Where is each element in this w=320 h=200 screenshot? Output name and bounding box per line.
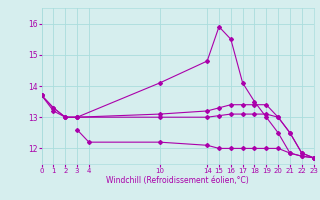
X-axis label: Windchill (Refroidissement éolien,°C): Windchill (Refroidissement éolien,°C) <box>106 176 249 185</box>
